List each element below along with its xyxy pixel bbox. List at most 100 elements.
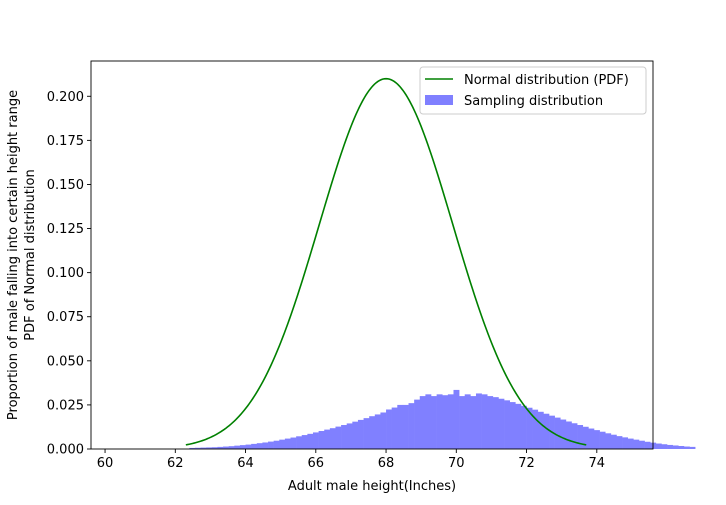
- legend-swatch-histogram: [425, 95, 453, 105]
- histogram-bar: [307, 433, 314, 449]
- histogram-bar: [678, 446, 685, 449]
- histogram-bar: [217, 446, 224, 449]
- x-tick-label: 64: [237, 456, 254, 471]
- histogram-bar: [453, 389, 460, 449]
- histogram-bar: [627, 438, 634, 449]
- y-tick-label: 0.150: [47, 178, 84, 193]
- histogram-bar: [391, 407, 398, 449]
- histogram-bar: [206, 447, 213, 449]
- histogram-bar: [397, 404, 404, 449]
- histogram-bar: [689, 446, 696, 449]
- histogram-bar: [284, 438, 291, 449]
- histogram-bar: [492, 397, 499, 449]
- histogram-bar: [447, 394, 454, 449]
- histogram-bar: [605, 433, 612, 449]
- histogram-bar: [498, 398, 505, 449]
- legend: Normal distribution (PDF) Sampling distr…: [419, 66, 647, 115]
- histogram-bar: [312, 432, 319, 449]
- histogram-bar: [329, 428, 336, 449]
- legend-entry-pdf: Normal distribution (PDF): [464, 73, 629, 88]
- x-axis-label: Adult male height(Inches): [288, 479, 456, 494]
- plot-frame: [90, 60, 654, 450]
- histogram-bar: [408, 403, 415, 449]
- histogram-series: [189, 389, 696, 449]
- histogram-bar: [537, 411, 544, 449]
- histogram-bar: [459, 396, 466, 449]
- histogram-bar: [543, 413, 550, 449]
- histogram-bar: [234, 445, 241, 449]
- histogram-bar: [380, 412, 387, 449]
- histogram-bar: [442, 395, 449, 449]
- histogram-bar: [296, 436, 303, 449]
- histogram-bar: [262, 442, 269, 449]
- histogram-bar: [622, 437, 629, 449]
- histogram-bar: [324, 429, 331, 449]
- histogram-bar: [357, 419, 364, 449]
- histogram-bar: [414, 399, 421, 449]
- y-tick-label: 0.200: [47, 90, 84, 105]
- y-tick-label: 0.175: [47, 134, 84, 149]
- histogram-bar: [200, 447, 207, 449]
- histogram-bar: [425, 394, 432, 449]
- histogram-bar: [593, 430, 600, 449]
- histogram-bar: [341, 425, 348, 449]
- histogram-bar: [610, 434, 617, 449]
- histogram-bar: [683, 446, 690, 449]
- histogram-bar: [599, 431, 606, 449]
- histogram-bar: [526, 407, 533, 449]
- y-tick-label: 0.025: [47, 398, 84, 413]
- histogram-bar: [560, 419, 567, 449]
- histogram-bar: [251, 443, 258, 449]
- y-axis-label-line-2: PDF of Normal distribution: [23, 169, 38, 340]
- histogram-bar: [402, 404, 409, 449]
- histogram-bar: [532, 409, 539, 449]
- y-tick-label: 0.000: [47, 443, 84, 458]
- histogram-bar: [616, 436, 623, 449]
- histogram-bar: [655, 443, 662, 449]
- histogram-bar: [577, 425, 584, 449]
- x-tick-label: 62: [167, 456, 184, 471]
- histogram-bar: [588, 428, 595, 449]
- histogram-bar: [571, 423, 578, 449]
- legend-entry-histogram: Sampling distribution: [464, 94, 603, 109]
- histogram-bar: [245, 444, 252, 449]
- y-tick-label: 0.050: [47, 354, 84, 369]
- y-tick-label: 0.100: [47, 266, 84, 281]
- histogram-bar: [644, 441, 651, 449]
- histogram-bar: [470, 396, 477, 449]
- histogram-bar: [481, 394, 488, 449]
- histogram-bar: [419, 396, 426, 449]
- histogram-bar: [672, 445, 679, 449]
- histogram-bar: [194, 447, 201, 449]
- x-tick-label: 72: [518, 456, 535, 471]
- histogram-bar: [189, 447, 196, 449]
- y-tick-label: 0.075: [47, 310, 84, 325]
- histogram-bar: [290, 437, 297, 449]
- histogram-bar: [346, 423, 353, 449]
- y-axis-label-line-1: Proportion of male falling into certain …: [6, 90, 21, 420]
- histogram-bar: [211, 447, 218, 449]
- histogram-bar: [273, 440, 280, 449]
- histogram-bar: [431, 396, 437, 449]
- x-tick-label: 66: [308, 456, 325, 471]
- histogram-bar: [279, 439, 286, 449]
- histogram-bar: [363, 418, 370, 449]
- histogram-bar: [667, 444, 673, 449]
- histogram-bar: [661, 444, 668, 449]
- histogram-bar: [335, 426, 342, 449]
- legend-box: [419, 66, 647, 115]
- histogram-bar: [509, 402, 516, 449]
- histogram-bar: [386, 409, 392, 449]
- histogram-bar: [638, 440, 645, 449]
- pdf-series-line: [185, 77, 587, 446]
- histogram-bar: [554, 417, 561, 449]
- histogram-bar: [301, 435, 308, 449]
- x-tick-label: 74: [589, 456, 606, 471]
- histogram-bar: [223, 446, 229, 449]
- histogram-bar: [256, 443, 263, 449]
- histogram-bar: [369, 416, 376, 449]
- histogram-bar: [515, 403, 522, 449]
- histogram-bar: [318, 431, 325, 449]
- x-axis-ticks: 60 62 64 66 68 70 72 74: [97, 449, 605, 471]
